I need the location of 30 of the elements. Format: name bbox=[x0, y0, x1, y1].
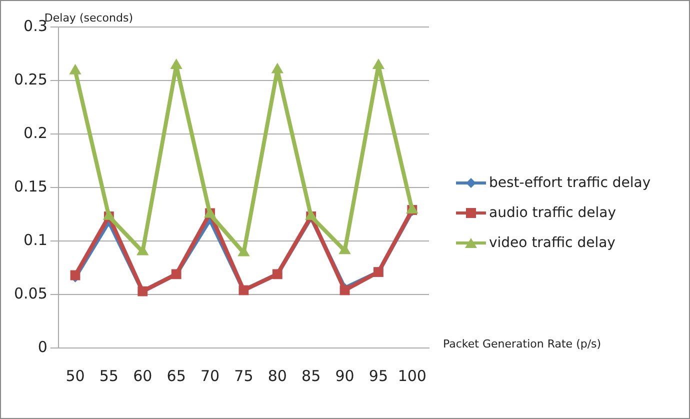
y-tick-label: 0 bbox=[38, 338, 48, 356]
point bbox=[69, 64, 82, 74]
x-axis-title: Packet Generation Rate (p/s) bbox=[443, 337, 602, 350]
x-tick-label: 50 bbox=[66, 366, 85, 385]
x-tick-label: 55 bbox=[99, 366, 118, 385]
y-tick-label: 0.25 bbox=[14, 70, 48, 88]
x-tick-label: 100 bbox=[398, 366, 426, 385]
legend-label: best-effort traffic delay bbox=[489, 175, 651, 191]
y-tick-label: 0.15 bbox=[14, 177, 48, 196]
y-tick-label: 0.2 bbox=[24, 124, 48, 142]
y-axis-title: Delay (seconds) bbox=[44, 11, 133, 24]
y-tick-label: 0.05 bbox=[14, 284, 48, 302]
legend-label: audio traffic delay bbox=[489, 205, 616, 221]
x-tick-label: 85 bbox=[302, 366, 321, 385]
legend-label: video traffic delay bbox=[489, 235, 616, 251]
point bbox=[136, 244, 149, 256]
x-tick-label: 80 bbox=[268, 366, 287, 385]
x-tick-label: 75 bbox=[234, 366, 254, 385]
x-tick-label: 90 bbox=[335, 366, 354, 385]
x-tick-label: 70 bbox=[200, 366, 220, 385]
x-tick-label: 60 bbox=[133, 366, 152, 385]
point bbox=[338, 244, 351, 254]
x-tick-label: 65 bbox=[166, 366, 186, 385]
point bbox=[170, 58, 182, 70]
point bbox=[406, 202, 418, 214]
point bbox=[372, 58, 385, 70]
point bbox=[238, 246, 250, 256]
point bbox=[271, 62, 284, 74]
x-tick-label: 95 bbox=[368, 366, 388, 385]
y-tick-label: 0.1 bbox=[24, 230, 48, 249]
